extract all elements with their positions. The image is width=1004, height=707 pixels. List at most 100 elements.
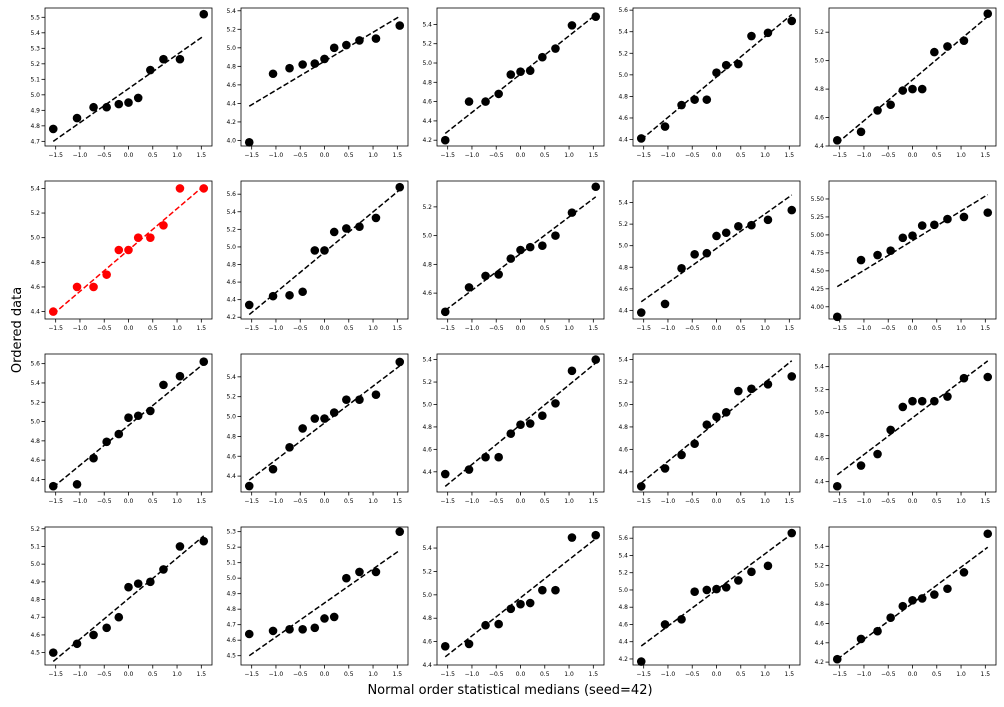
- axes-frame: [828, 526, 997, 666]
- data-point: [464, 97, 474, 106]
- data-point: [298, 625, 307, 634]
- data-point: [917, 84, 927, 94]
- data-point: [908, 84, 917, 94]
- data-point: [832, 312, 842, 322]
- data-point: [873, 626, 882, 636]
- data-point: [567, 533, 577, 542]
- y-tick-label: 4.00: [811, 304, 825, 311]
- x-tick-label: −1.0: [269, 325, 284, 332]
- data-point: [329, 612, 339, 622]
- y-tick-label: 5.2: [226, 394, 236, 401]
- y-tick-label: 5.6: [618, 7, 628, 14]
- y-tick-label: 4.8: [226, 433, 236, 440]
- x-tick-label: 0.5: [148, 671, 158, 678]
- x-tick-label: 1.5: [393, 325, 403, 332]
- x-tick-label: −1.5: [48, 498, 63, 505]
- x-tick-label: 1.0: [368, 325, 378, 332]
- data-point: [567, 366, 577, 376]
- x-tick-label: 1.5: [589, 671, 599, 678]
- y-tick-label: 5.0: [618, 401, 628, 408]
- x-tick-label: 0.5: [344, 671, 354, 678]
- y-tick-label: 5.4: [422, 357, 432, 364]
- x-tick-label: 0.0: [320, 325, 330, 332]
- x-tick-label: 1.5: [393, 498, 403, 505]
- y-tick-label: 5.6: [30, 361, 40, 368]
- y-tick-label: 5.0: [618, 587, 628, 594]
- y-tick-label: 4.7: [30, 138, 40, 145]
- data-point: [440, 469, 450, 479]
- x-tick-label: 1.0: [564, 152, 574, 159]
- data-point: [310, 246, 320, 255]
- y-tick-label: 4.4: [618, 469, 628, 476]
- y-tick-label: 4.75: [811, 250, 825, 257]
- y-tick-label: 4.9: [226, 591, 236, 598]
- x-tick-label: 0.0: [908, 325, 918, 332]
- data-point: [702, 420, 712, 429]
- y-tick-label: 4.4: [814, 479, 824, 486]
- data-point: [285, 290, 294, 300]
- y-tick-label: 4.6: [814, 115, 824, 122]
- y-tick-label: 4.9: [30, 107, 40, 114]
- y-tick-label: 5.4: [814, 543, 824, 550]
- data-point: [89, 282, 98, 292]
- data-point: [464, 283, 474, 292]
- x-tick-label: −1.5: [440, 152, 455, 159]
- data-point: [114, 429, 124, 439]
- data-point: [677, 450, 686, 460]
- data-point: [342, 224, 351, 233]
- data-point: [146, 406, 155, 416]
- x-tick-label: −1.0: [73, 325, 88, 332]
- data-point: [886, 100, 895, 110]
- subplot-r1-c5: −1.5 −1.0 −0.5 0.0 0.5 1.0 1.5 4.4 4.6 4.8 5.0 5.2: [814, 7, 997, 159]
- x-tick-label: 0.5: [540, 325, 550, 332]
- data-point: [930, 590, 939, 599]
- x-tick-label: 0.5: [540, 152, 550, 159]
- y-tick-label: 4.4: [618, 639, 628, 646]
- y-tick-label: 5.4: [618, 357, 628, 364]
- y-tick-label: 5.0: [422, 233, 432, 240]
- y-tick-label: 4.4: [422, 662, 432, 669]
- y-tick-label: 5.2: [422, 204, 432, 211]
- data-point: [930, 47, 939, 57]
- x-tick-label: 1.5: [197, 325, 207, 332]
- x-tick-label: 1.0: [564, 671, 574, 678]
- y-tick-label: 4.8: [30, 438, 40, 445]
- x-tick-label: 0.5: [932, 498, 942, 505]
- data-point: [898, 402, 908, 412]
- data-point: [481, 620, 490, 630]
- data-point: [538, 52, 547, 62]
- x-tick-label: 1.0: [760, 325, 770, 332]
- data-point: [943, 392, 952, 401]
- data-point: [787, 16, 797, 26]
- data-point: [320, 54, 329, 64]
- subplot-r4-c1: −1.5 −1.0 −0.5 0.0 0.5 1.0 1.5 4.5 4.6 4.7 4.8 4.9 5…: [30, 526, 213, 678]
- x-tick-label: 0.5: [344, 325, 354, 332]
- x-tick-label: 1.5: [785, 671, 795, 678]
- data-point: [146, 577, 155, 587]
- data-point: [395, 21, 405, 30]
- y-tick-label: 4.8: [30, 259, 40, 266]
- y-tick-label: 4.6: [226, 637, 236, 644]
- data-point: [525, 242, 535, 252]
- data-point: [298, 424, 307, 433]
- x-tick-label: 0.5: [932, 671, 942, 678]
- data-point: [494, 452, 503, 462]
- data-point: [89, 453, 98, 463]
- data-point: [551, 585, 560, 595]
- data-point: [516, 599, 525, 609]
- x-tick-label: 1.0: [172, 325, 182, 332]
- data-point: [285, 63, 294, 73]
- y-tick-label: 4.4: [618, 137, 628, 144]
- data-point: [763, 561, 773, 571]
- x-tick-label: −1.5: [636, 325, 651, 332]
- data-point: [355, 36, 364, 45]
- x-tick-label: −1.5: [832, 671, 847, 678]
- y-tick-label: 5.2: [226, 544, 236, 551]
- data-point: [48, 481, 58, 491]
- x-tick-label: 0.0: [516, 152, 526, 159]
- x-tick-label: −0.5: [293, 671, 308, 678]
- data-point: [917, 594, 927, 603]
- y-tick-label: 4.4: [814, 143, 824, 150]
- data-point: [72, 113, 82, 123]
